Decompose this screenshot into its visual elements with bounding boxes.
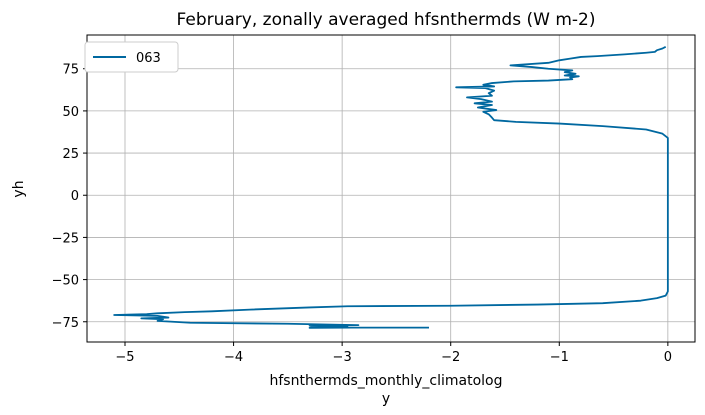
- x-axis-label-continued: y: [382, 391, 390, 407]
- series-layer: [113, 46, 669, 329]
- y-tick-label: 50: [62, 105, 79, 120]
- x-tick-label: −1: [550, 350, 569, 365]
- y-axis-ticks: −75 −50 −25 0 25 50 75: [52, 63, 87, 331]
- legend-box: [84, 41, 179, 73]
- chart-title: February, zonally averaged hfsnthermds (…: [177, 10, 596, 30]
- y-tick-label: 0: [71, 189, 79, 204]
- y-tick-label: −50: [52, 274, 79, 289]
- legend-label: 063: [136, 51, 161, 66]
- y-tick-label: −75: [52, 316, 79, 331]
- y-tick-label: −25: [52, 231, 79, 246]
- x-tick-label: 0: [664, 350, 672, 365]
- x-tick-label: −5: [115, 350, 134, 365]
- grid: [87, 35, 695, 342]
- x-axis-label: hfsnthermds_monthly_climatolog: [270, 373, 503, 389]
- series-line-063: [113, 46, 669, 329]
- y-tick-label: 75: [62, 63, 79, 78]
- x-tick-label: −3: [333, 350, 352, 365]
- x-axis-ticks: −5 −4 −3 −2 −1 0: [115, 342, 672, 365]
- plot-frame: [86, 34, 696, 343]
- x-tick-label: −2: [441, 350, 460, 365]
- x-tick-label: −4: [224, 350, 243, 365]
- y-axis-label: yh: [11, 180, 27, 197]
- y-tick-label: 25: [62, 147, 79, 162]
- legend: 063: [84, 41, 179, 73]
